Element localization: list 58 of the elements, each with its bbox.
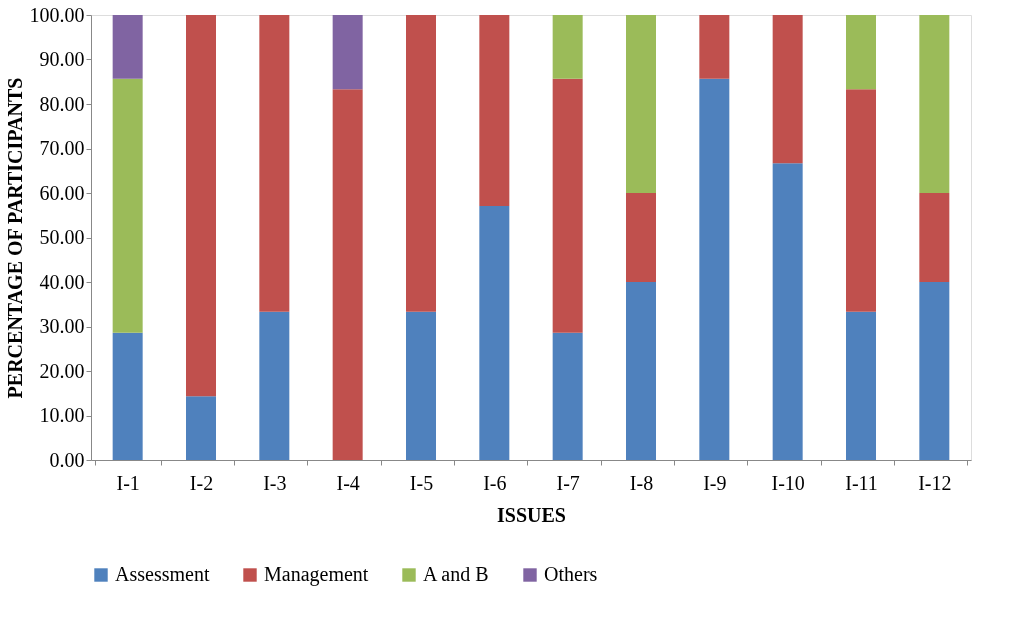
- bar: [112, 78, 143, 333]
- y-tick-label: 0.00: [49, 448, 85, 471]
- bar: [846, 15, 876, 90]
- bar: [699, 78, 730, 460]
- x-tick-label: I-6: [483, 471, 507, 494]
- x-tick-label: I-4: [336, 471, 360, 494]
- bar: [186, 15, 216, 397]
- bar: [332, 89, 363, 460]
- bar: [772, 163, 803, 460]
- bar: [479, 15, 510, 206]
- y-tick-label: 30.00: [39, 315, 85, 337]
- y-tick-label: 20.00: [39, 359, 85, 382]
- y-tick-label: 60.00: [39, 181, 85, 204]
- bar: [846, 311, 876, 460]
- y-tick-label: 40.00: [39, 270, 85, 293]
- x-axis-title: ISSUES: [497, 503, 566, 526]
- x-tick-label: I-1: [116, 471, 140, 494]
- bar: [112, 332, 143, 460]
- y-axis-title: PERCENTAGE OF PARTICIPANTS: [3, 77, 26, 399]
- x-tick-label: I-8: [629, 471, 654, 494]
- legend-label: Assessment: [115, 563, 210, 585]
- bar: [919, 193, 950, 282]
- bar: [552, 332, 583, 460]
- bar: [772, 15, 803, 164]
- bar: [846, 89, 876, 312]
- x-tick-label: I-5: [409, 471, 434, 494]
- bar: [626, 282, 656, 460]
- x-tick-label: I-3: [263, 471, 287, 494]
- bar: [552, 78, 583, 333]
- bar: [259, 311, 290, 460]
- y-tick-label: 50.00: [39, 226, 85, 248]
- bar: [406, 15, 436, 312]
- bar: [479, 205, 510, 460]
- bar: [626, 15, 656, 193]
- x-tick-label: I-12: [918, 471, 952, 494]
- bar: [919, 15, 950, 193]
- x-tick-label: I-2: [189, 471, 214, 494]
- legend-label: Management: [264, 563, 369, 586]
- bar: [552, 15, 583, 79]
- y-tick-label: 100.00: [29, 3, 85, 26]
- x-tick-label: I-9: [703, 471, 727, 494]
- y-tick-label: 10.00: [39, 404, 85, 426]
- x-tick-label: I-10: [771, 471, 805, 494]
- x-tick-label: I-11: [845, 471, 878, 494]
- bar: [186, 396, 216, 460]
- y-tick-label: 90.00: [39, 48, 85, 70]
- y-tick-label: 70.00: [39, 137, 85, 159]
- bar: [112, 15, 143, 79]
- bar: [626, 193, 656, 282]
- bar: [259, 15, 290, 312]
- x-tick-label: I-7: [556, 471, 580, 494]
- legend-label: Others: [544, 563, 598, 585]
- bar: [406, 311, 436, 460]
- bar: [919, 282, 950, 460]
- legend-label: A and B: [423, 563, 489, 585]
- bar: [332, 15, 363, 90]
- y-tick-label: 80.00: [39, 92, 85, 115]
- bar: [699, 15, 730, 79]
